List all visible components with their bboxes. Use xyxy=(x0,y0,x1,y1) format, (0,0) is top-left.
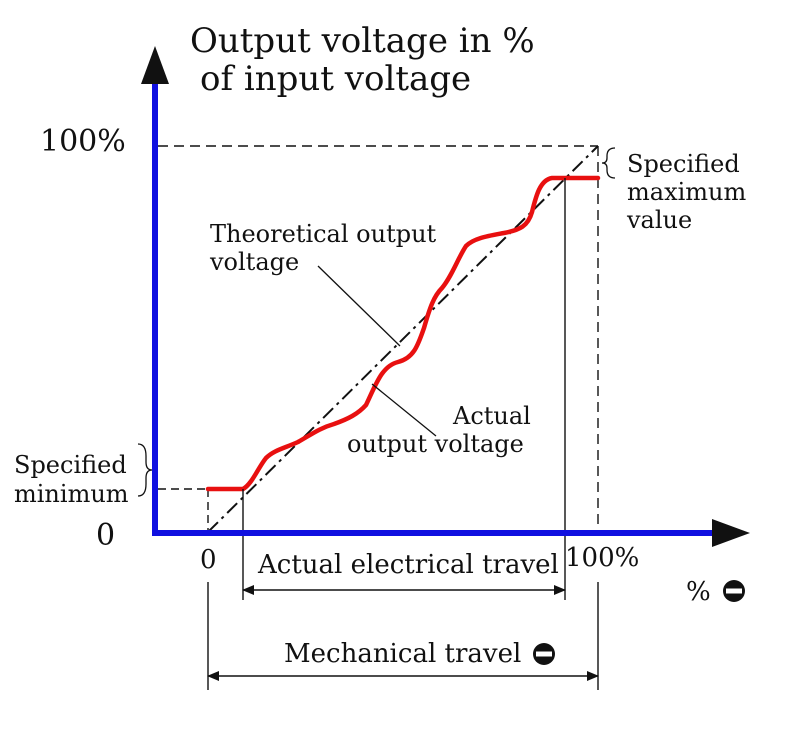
chart-title-line1: Output voltage in % xyxy=(190,21,535,61)
spec-max-label-line3: value xyxy=(626,206,692,234)
actual-label-line2: output voltage xyxy=(347,430,524,458)
theoretical-leader xyxy=(317,265,401,347)
y-tick-0: 0 xyxy=(96,518,115,553)
actual-leader xyxy=(371,383,437,437)
electrical-travel-label: Actual electrical travel xyxy=(257,550,559,580)
x-tick-100: 100% xyxy=(565,543,639,573)
x-axis-unit-label: % xyxy=(686,577,711,607)
spec-max-label-line1: Specified xyxy=(627,150,740,178)
theoretical-output-line xyxy=(207,145,599,533)
actual-output-curve xyxy=(205,175,601,492)
mechanical-travel-label: Mechanical travel xyxy=(284,639,521,669)
actual-label-line1: Actual xyxy=(452,402,531,430)
mechanical-travel-theta-icon xyxy=(533,643,555,665)
spec-max-brace xyxy=(601,147,616,179)
y-axis-arrowhead xyxy=(141,46,169,84)
x-axis-theta-icon: Θ xyxy=(0,0,745,602)
spec-min-label-line1: Specified xyxy=(14,451,127,479)
theoretical-label-line1: Theoretical output xyxy=(210,220,437,248)
spec-min-brace xyxy=(137,443,153,497)
spec-max-label-line2: maximum xyxy=(627,178,746,206)
chart-title-line2: of input voltage xyxy=(200,59,471,99)
spec-min-label-line2: minimum xyxy=(14,480,129,508)
theoretical-label-line2: voltage xyxy=(209,248,299,276)
x-tick-0: 0 xyxy=(200,545,217,575)
x-axis-theta-char: Θ xyxy=(0,0,1,1)
y-tick-100: 100% xyxy=(40,124,126,159)
x-axis-arrowhead xyxy=(712,519,750,547)
